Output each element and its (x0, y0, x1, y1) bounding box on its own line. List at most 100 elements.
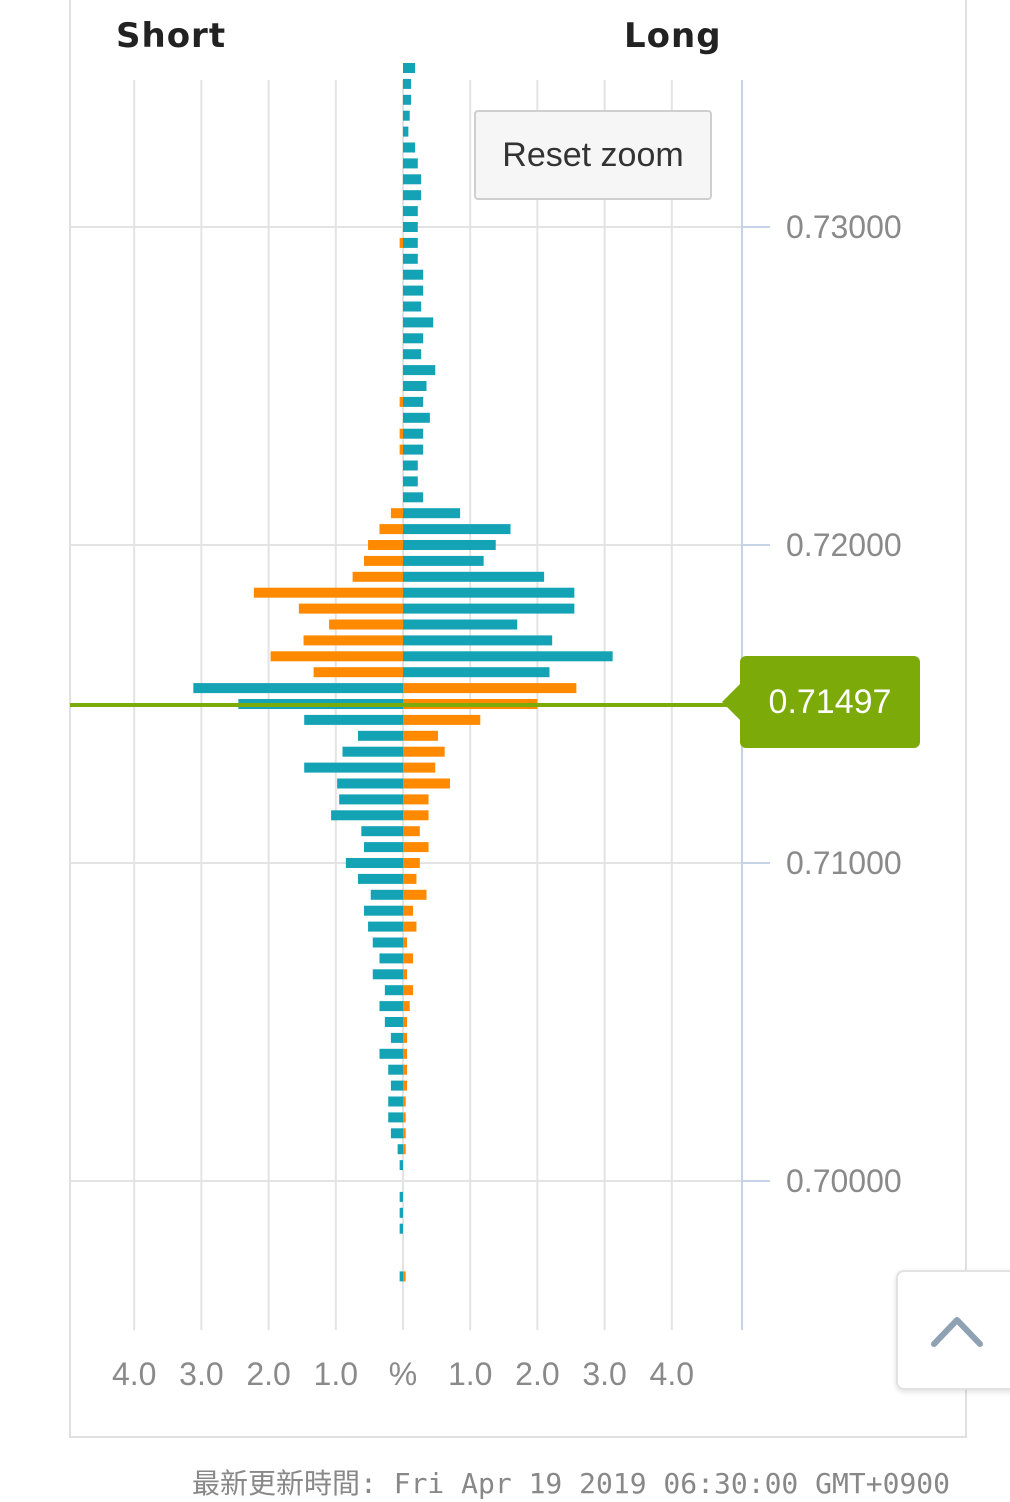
short-label: Short (116, 16, 227, 56)
long-orange-bar (403, 1001, 410, 1012)
short-teal-bar (384, 985, 403, 996)
long-orange-bar (403, 1048, 408, 1059)
x-tick-label: 3.0 (179, 1356, 223, 1392)
short-teal-bar (390, 1080, 403, 1091)
long-orange-bar (403, 1064, 408, 1075)
long-orange-bar (403, 1032, 408, 1043)
long-teal-bar (403, 603, 575, 614)
short-teal-bar (397, 1144, 403, 1155)
short-teal-bar (399, 1271, 403, 1282)
current-price-tag: 0.71497 (722, 656, 920, 748)
short-teal-bar (379, 953, 403, 964)
short-orange-bar (368, 540, 403, 550)
long-teal-bar (403, 158, 418, 169)
long-orange-bar (403, 953, 414, 964)
x-tick-label: 2.0 (246, 1356, 290, 1392)
short-teal-bar (342, 746, 403, 757)
long-orange-bar (403, 1144, 406, 1155)
long-orange-bar (403, 937, 408, 948)
long-teal-bar (403, 508, 461, 519)
long-orange-bar (403, 905, 414, 916)
long-orange-bar (403, 1080, 408, 1091)
y-tick-label: 0.72000 (786, 527, 902, 563)
long-label: Long (624, 16, 722, 56)
long-teal-bar (403, 667, 550, 678)
long-teal-bar (403, 412, 430, 423)
long-teal-bar (403, 110, 410, 121)
short-orange-bar (253, 587, 403, 598)
short-teal-bar (379, 1048, 403, 1059)
x-tick-label: 1.0 (448, 1356, 492, 1392)
short-orange-bar (313, 667, 403, 678)
long-teal-bar (403, 492, 424, 503)
short-teal-bar (388, 1096, 403, 1107)
long-orange-bar (403, 858, 420, 868)
long-teal-bar (403, 142, 416, 153)
long-orange-bar (403, 746, 445, 757)
long-teal-bar (403, 396, 424, 407)
short-teal-bar (388, 1064, 403, 1075)
long-teal-bar (403, 269, 424, 280)
short-orange-bar (364, 555, 403, 566)
long-teal-bar (403, 63, 416, 73)
short-teal-bar (379, 1001, 403, 1012)
short-teal-bar (357, 730, 403, 741)
long-orange-bar (403, 826, 420, 837)
short-orange-bar (298, 603, 403, 614)
scroll-to-top-button[interactable] (896, 1270, 1010, 1390)
long-orange-bar (403, 794, 429, 805)
long-teal-bar (403, 190, 422, 201)
y-tick-label: 0.71000 (786, 845, 902, 881)
short-teal-bar (304, 714, 403, 725)
chevron-up-icon (931, 1317, 983, 1347)
long-orange-bar (403, 1112, 406, 1123)
long-orange-bar (403, 810, 429, 821)
reset-zoom-button[interactable]: Reset zoom (474, 110, 712, 200)
long-teal-bar (403, 428, 424, 439)
long-teal-bar (403, 285, 424, 296)
x-tick-label: % (389, 1356, 417, 1392)
short-teal-bar (384, 1017, 403, 1027)
short-teal-bar (372, 937, 403, 948)
long-teal-bar (403, 381, 427, 391)
long-teal-bar (403, 174, 422, 185)
x-tick-label: 4.0 (112, 1356, 156, 1392)
long-teal-bar (403, 78, 412, 89)
x-tick-label: 2.0 (515, 1356, 559, 1392)
short-orange-bar (352, 571, 403, 582)
short-teal-bar (357, 873, 403, 884)
x-tick-label: 4.0 (650, 1356, 694, 1392)
long-teal-bar (403, 587, 575, 598)
short-teal-bar (399, 1191, 403, 1202)
long-orange-bar (403, 1096, 406, 1107)
current-price-value: 0.71497 (768, 682, 892, 721)
short-orange-bar (390, 508, 403, 519)
short-teal-bar (364, 842, 403, 853)
long-orange-bar (403, 1128, 406, 1139)
short-teal-bar (331, 810, 403, 821)
short-teal-bar (399, 1223, 403, 1234)
long-teal-bar (403, 460, 418, 471)
long-orange-bar (403, 842, 429, 853)
long-orange-bar (403, 762, 436, 773)
x-tick-label: 3.0 (582, 1356, 626, 1392)
long-teal-bar (403, 524, 511, 535)
short-teal-bar (372, 969, 403, 980)
long-teal-bar (403, 222, 418, 232)
short-orange-bar (399, 444, 403, 455)
long-teal-bar (403, 540, 496, 550)
short-orange-bar (303, 635, 403, 646)
long-teal-bar (403, 301, 422, 312)
long-orange-bar (403, 730, 438, 741)
long-teal-bar (403, 476, 418, 487)
long-teal-bar (403, 555, 484, 566)
short-teal-bar (399, 1207, 403, 1218)
short-teal-bar (390, 1128, 403, 1139)
long-orange-bar (403, 985, 414, 996)
x-tick-label: 1.0 (314, 1356, 358, 1392)
long-orange-bar (403, 1271, 406, 1282)
long-teal-bar (403, 651, 613, 662)
long-orange-bar (403, 873, 417, 884)
long-teal-bar (403, 571, 545, 582)
y-tick-label: 0.73000 (786, 209, 902, 245)
